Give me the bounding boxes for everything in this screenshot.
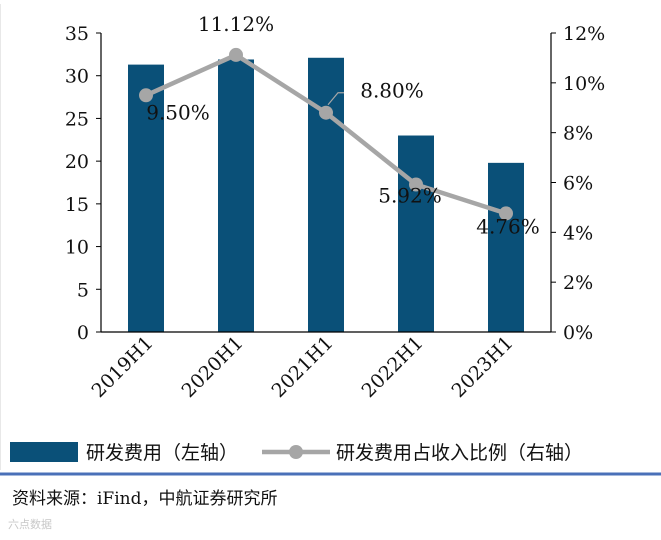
left-tick-label: 20: [65, 151, 89, 173]
x-tick-label: 2023H1: [448, 332, 518, 402]
ratio-point-2020H1: [229, 47, 243, 62]
data-label-2022H1: 5.92%: [378, 183, 442, 207]
x-tick-label: 2020H1: [178, 332, 248, 402]
x-tick-label: 2019H1: [88, 332, 158, 402]
legend-bar-swatch: [10, 442, 78, 462]
right-tick-label: 12%: [563, 23, 605, 45]
left-tick-label: 35: [65, 23, 89, 45]
bar-2019H1: [128, 64, 164, 332]
right-tick-label: 0%: [563, 322, 593, 344]
x-tick-label: 2022H1: [358, 332, 428, 402]
left-tick-label: 0: [77, 322, 89, 344]
bar-series: [128, 57, 524, 333]
bar-2021H1: [308, 57, 344, 332]
ratio-point-2023H1: [499, 206, 513, 221]
legend-bar-label: 研发费用（左轴）: [86, 442, 238, 464]
bar-2022H1: [398, 135, 434, 332]
data-label-2019H1: 9.50%: [146, 100, 210, 124]
right-tick-label: 6%: [563, 173, 593, 195]
source-note: 资料来源：iFind，中航证券研究所: [12, 489, 278, 509]
right-tick-label: 8%: [563, 123, 593, 145]
left-tick-label: 5: [77, 279, 89, 301]
ratio-point-2022H1: [409, 177, 423, 192]
data-label-2023H1: 4.76%: [476, 214, 540, 238]
left-tick-label: 30: [65, 66, 89, 88]
data-label-2020H1: 11.12%: [198, 12, 274, 36]
watermark-text: 六点数据: [8, 518, 52, 531]
right-tick-label: 2%: [563, 272, 593, 294]
ratio-point-2019H1: [139, 88, 153, 103]
left-tick-label: 10: [65, 237, 89, 259]
right-tick-label: 10%: [563, 73, 605, 95]
bar-2023H1: [488, 162, 524, 332]
right-tick-label: 4%: [563, 222, 593, 244]
legend-line-label: 研发费用占收入比例（右轴）: [336, 442, 583, 464]
bar-2020H1: [218, 59, 254, 333]
line-series: 9.50% 11.12% 8.80% 5.92% 4.76%: [139, 12, 540, 238]
legend: 研发费用（左轴） 研发费用占收入比例（右轴）: [10, 442, 583, 464]
left-tick-label: 25: [65, 108, 89, 130]
label-leader-line: [327, 92, 344, 106]
ratio-point-2021H1: [319, 105, 333, 120]
left-tick-label: 15: [65, 194, 89, 216]
x-tick-label: 2021H1: [268, 332, 338, 402]
data-label-2021H1: 8.80%: [360, 79, 424, 103]
legend-line-marker: [289, 445, 303, 459]
